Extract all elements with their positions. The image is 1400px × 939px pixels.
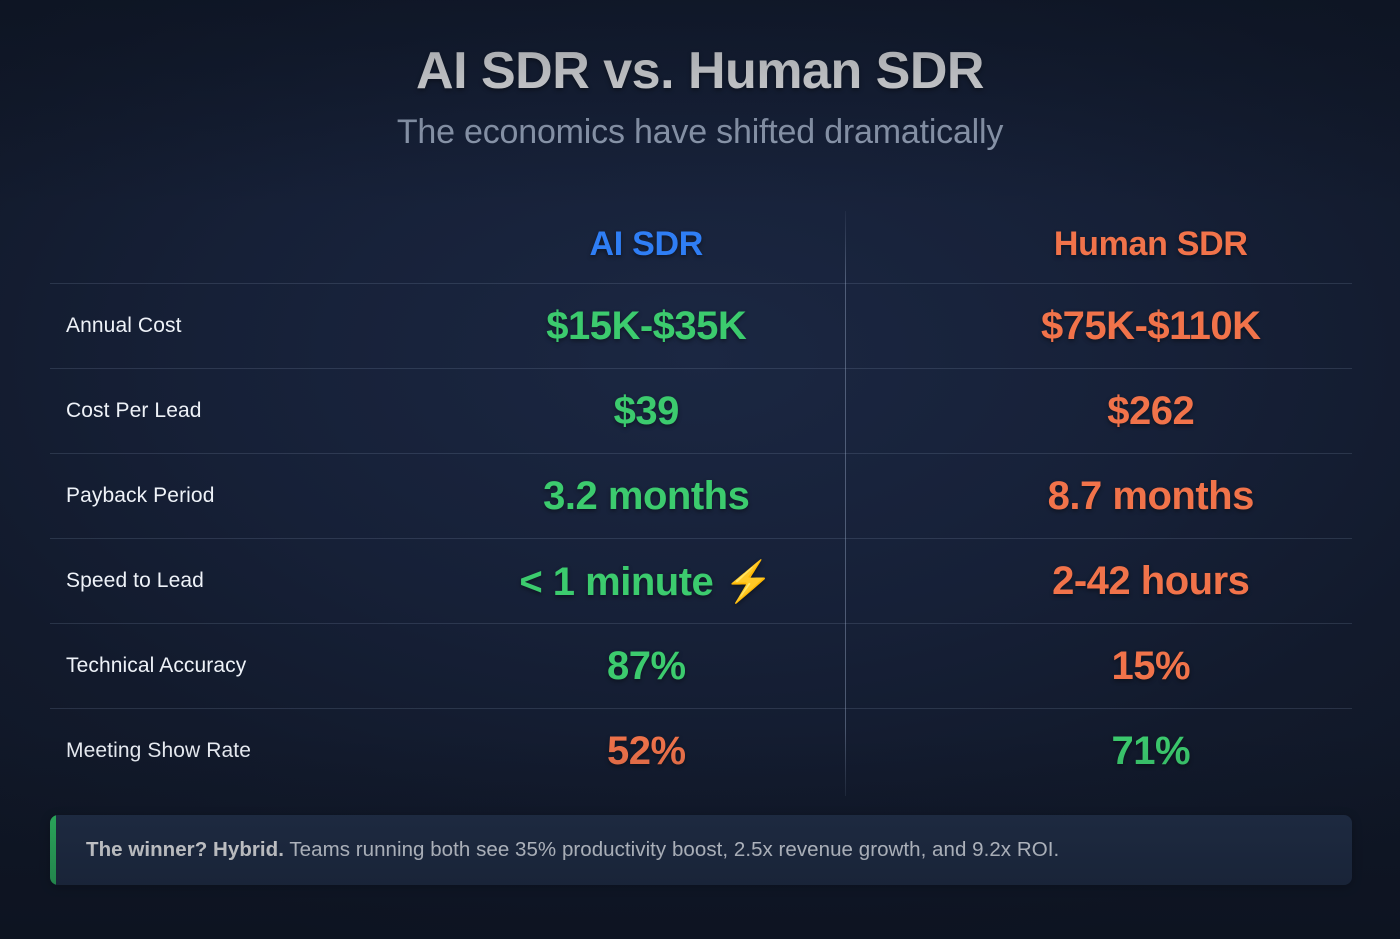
table-row: Cost Per Lead $39 $262 bbox=[50, 368, 1352, 453]
banner-body: Teams running both see 35% productivity … bbox=[284, 838, 1060, 861]
column-header-ai-sdr: AI SDR bbox=[589, 224, 704, 263]
cell-human-value: $262 bbox=[1107, 388, 1195, 433]
cell-ai-value: $39 bbox=[613, 388, 680, 433]
row-label: Annual Cost bbox=[66, 314, 182, 337]
cell-human-value: 2-42 hours bbox=[1052, 558, 1250, 603]
summary-banner: The winner? Hybrid. Teams running both s… bbox=[50, 815, 1352, 885]
table-row: Technical Accuracy 87% 15% bbox=[50, 623, 1352, 708]
cell-ai-value: < 1 minute ⚡ bbox=[519, 559, 774, 604]
row-label: Cost Per Lead bbox=[66, 399, 202, 422]
cell-human-value: 8.7 months bbox=[1047, 473, 1255, 518]
cell-human-value: 71% bbox=[1111, 728, 1191, 773]
banner-accent-bar bbox=[50, 815, 56, 885]
comparison-table: AI SDR Human SDR Annual Cost $15K-$35K $… bbox=[50, 205, 1352, 796]
table-row: Payback Period 3.2 months 8.7 months bbox=[50, 453, 1352, 538]
page-title: AI SDR vs. Human SDR bbox=[416, 42, 984, 100]
row-label: Speed to Lead bbox=[66, 569, 204, 592]
cell-ai-value: 87% bbox=[606, 643, 686, 688]
table-row: Meeting Show Rate 52% 71% bbox=[50, 708, 1352, 793]
cell-human-value: $75K-$110K bbox=[1040, 303, 1261, 348]
page-subtitle: The economics have shifted dramatically bbox=[396, 112, 1004, 151]
banner-lead: The winner? Hybrid. bbox=[86, 838, 284, 861]
header: AI SDR vs. Human SDR The economics have … bbox=[0, 44, 1400, 152]
column-header-human-sdr: Human SDR bbox=[1053, 224, 1248, 263]
row-label: Payback Period bbox=[66, 484, 215, 507]
table-row: Annual Cost $15K-$35K $75K-$110K bbox=[50, 283, 1352, 368]
cell-ai-value: 3.2 months bbox=[543, 473, 750, 518]
cell-human-value: 15% bbox=[1111, 643, 1191, 688]
row-label: Meeting Show Rate bbox=[66, 739, 251, 762]
table-header-row: AI SDR Human SDR bbox=[50, 205, 1352, 283]
cell-ai-value: 52% bbox=[606, 728, 686, 773]
table-row: Speed to Lead < 1 minute ⚡ 2-42 hours bbox=[50, 538, 1352, 623]
row-label: Technical Accuracy bbox=[66, 654, 247, 677]
cell-ai-value: $15K-$35K bbox=[546, 303, 747, 348]
column-divider bbox=[845, 211, 846, 796]
banner-text: The winner? Hybrid. Teams running both s… bbox=[56, 838, 1059, 862]
